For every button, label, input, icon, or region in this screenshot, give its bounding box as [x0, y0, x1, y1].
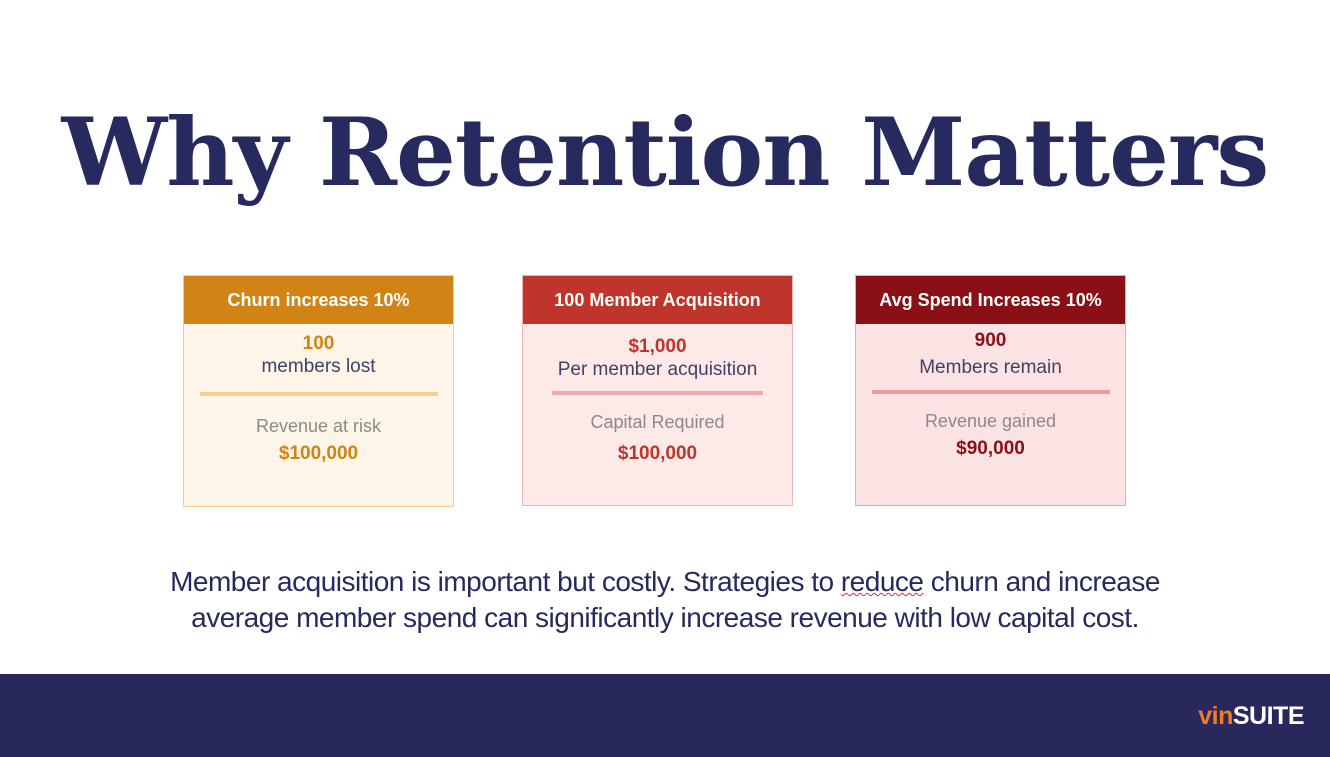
summary-line-2: average member spend can significantly i… [191, 602, 1139, 633]
acquisition-card: 100 Member Acquisition $1,000 Per member… [522, 275, 793, 506]
summary-line-1-start: Member acquisition is important but cost… [170, 566, 841, 597]
card-value: 900 [974, 330, 1007, 351]
card-metric-label: Revenue at risk [255, 416, 382, 436]
footer-bar: vinSUITE [0, 674, 1330, 757]
card-metric-value: $100,000 [617, 443, 698, 464]
card-value-label: Members remain [919, 357, 1062, 378]
card-header: Avg Spend Increases 10% [856, 276, 1125, 324]
spend-card: Avg Spend Increases 10% 900 Members rema… [855, 275, 1126, 506]
card-divider [871, 390, 1110, 394]
card-header: Churn increases 10% [184, 276, 453, 324]
logo-vin: vin [1198, 702, 1233, 730]
logo-suite: SUITE [1232, 702, 1305, 730]
summary-text: Member acquisition is important but cost… [100, 564, 1230, 636]
card-header: 100 Member Acquisition [523, 276, 792, 324]
slide-title: Why Retention Matters [61, 98, 1270, 208]
card-divider [199, 392, 438, 396]
spellcheck-word: reduce [840, 566, 924, 597]
card-metric-label: Capital Required [590, 412, 725, 432]
card-metric-label: Revenue gained [924, 411, 1057, 431]
summary-line-1: Member acquisition is important but cost… [100, 564, 1230, 600]
vinsuite-logo: vinSUITE [1198, 702, 1304, 731]
card-value: 100 [302, 333, 335, 354]
card-divider [552, 391, 763, 395]
card-metric-value: $100,000 [278, 443, 359, 464]
card-value-label: members lost [261, 356, 376, 377]
summary-line-1-end: churn and increase [923, 566, 1161, 597]
card-metric-value: $90,000 [956, 438, 1025, 459]
card-value: $1,000 [628, 336, 687, 357]
card-value-label: Per member acquisition [557, 359, 758, 380]
churn-card: Churn increases 10% 100 members lost Rev… [183, 275, 454, 507]
